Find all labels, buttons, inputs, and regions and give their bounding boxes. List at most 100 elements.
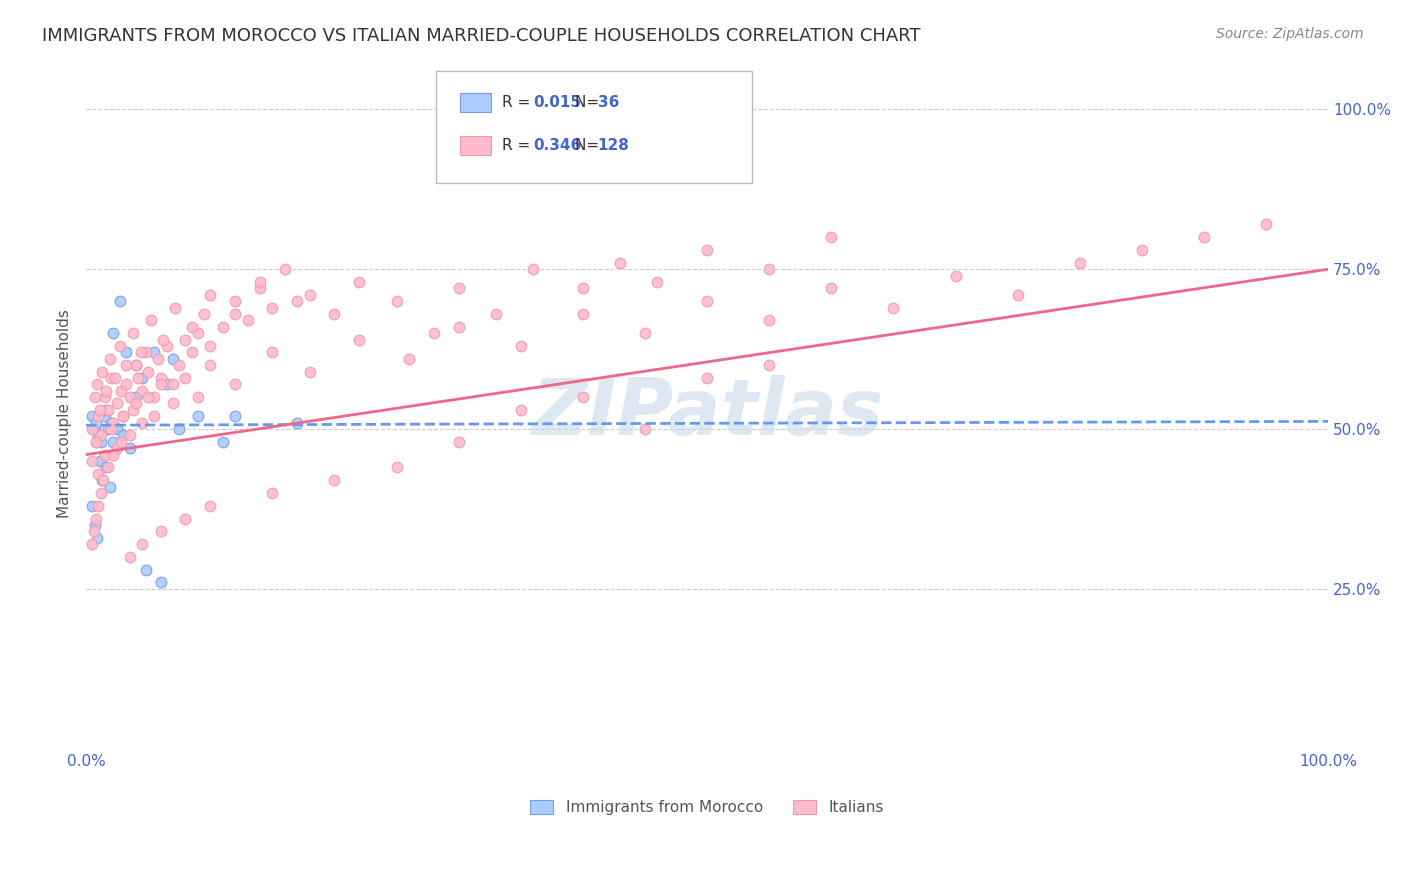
Point [224, 377, 246, 392]
Point [131, 537, 153, 551]
Point [93, 409, 115, 424]
Point [105, 422, 128, 436]
Point [162, 377, 184, 392]
Point [143, 390, 166, 404]
Point [262, 301, 284, 315]
Point [262, 486, 284, 500]
Point [298, 364, 321, 378]
Point [200, 358, 222, 372]
Point [211, 434, 233, 449]
Point [82, 499, 104, 513]
Point [200, 287, 222, 301]
Point [298, 287, 321, 301]
Point [87, 409, 110, 424]
Point [200, 339, 222, 353]
Point [758, 313, 780, 327]
Point [90, 486, 112, 500]
Point [82, 537, 104, 551]
Point [323, 473, 346, 487]
Text: N=: N= [575, 138, 605, 153]
Point [149, 575, 172, 590]
Point [90, 434, 112, 449]
Point [167, 358, 190, 372]
Point [108, 339, 131, 353]
Point [105, 442, 128, 456]
Point [149, 524, 172, 539]
Point [98, 351, 121, 366]
Point [187, 390, 209, 404]
Point [104, 371, 127, 385]
Point [758, 358, 780, 372]
Point [149, 371, 172, 385]
Point [180, 345, 202, 359]
Point [135, 563, 157, 577]
Point [98, 480, 121, 494]
Point [136, 364, 159, 378]
Point [118, 549, 141, 564]
Text: 0.015: 0.015 [533, 95, 581, 110]
Y-axis label: Married-couple Households: Married-couple Households [58, 309, 72, 517]
Point [385, 460, 408, 475]
Point [100, 416, 122, 430]
Point [634, 326, 657, 340]
Point [274, 262, 297, 277]
Point [93, 390, 115, 404]
Point [131, 371, 153, 385]
Point [634, 422, 657, 436]
Point [349, 275, 371, 289]
Point [447, 319, 470, 334]
Text: R =: R = [502, 138, 536, 153]
Point [103, 326, 125, 340]
Point [122, 402, 145, 417]
Text: N=: N= [575, 95, 605, 110]
Point [94, 460, 117, 475]
Point [90, 428, 112, 442]
Point [1069, 256, 1091, 270]
Point [423, 326, 446, 340]
Point [127, 371, 149, 385]
Point [193, 307, 215, 321]
Point [572, 307, 595, 321]
Point [125, 358, 148, 372]
Point [122, 326, 145, 340]
Point [84, 434, 107, 449]
Point [112, 428, 135, 442]
Point [110, 384, 132, 398]
Point [94, 402, 117, 417]
Point [820, 281, 842, 295]
Point [187, 409, 209, 424]
Point [131, 384, 153, 398]
Point [1007, 287, 1029, 301]
Point [91, 473, 114, 487]
Point [174, 371, 197, 385]
Point [135, 345, 157, 359]
Point [1254, 218, 1277, 232]
Point [83, 422, 105, 436]
Point [1192, 230, 1215, 244]
Point [249, 275, 271, 289]
Text: IMMIGRANTS FROM MOROCCO VS ITALIAN MARRIED-COUPLE HOUSEHOLDS CORRELATION CHART: IMMIGRANTS FROM MOROCCO VS ITALIAN MARRI… [42, 27, 921, 45]
Point [162, 351, 184, 366]
Point [97, 460, 120, 475]
Point [112, 409, 135, 424]
Point [94, 384, 117, 398]
Point [152, 333, 174, 347]
Point [224, 307, 246, 321]
Point [86, 377, 108, 392]
Point [82, 422, 104, 436]
Point [100, 371, 122, 385]
Point [236, 313, 259, 327]
Point [108, 294, 131, 309]
Point [103, 448, 125, 462]
Point [200, 499, 222, 513]
Point [125, 390, 148, 404]
Point [156, 339, 179, 353]
Point [385, 294, 408, 309]
Point [572, 390, 595, 404]
Text: R =: R = [502, 95, 536, 110]
Point [89, 454, 111, 468]
Point [87, 428, 110, 442]
Point [97, 422, 120, 436]
Text: Source: ZipAtlas.com: Source: ZipAtlas.com [1216, 27, 1364, 41]
Point [609, 256, 631, 270]
